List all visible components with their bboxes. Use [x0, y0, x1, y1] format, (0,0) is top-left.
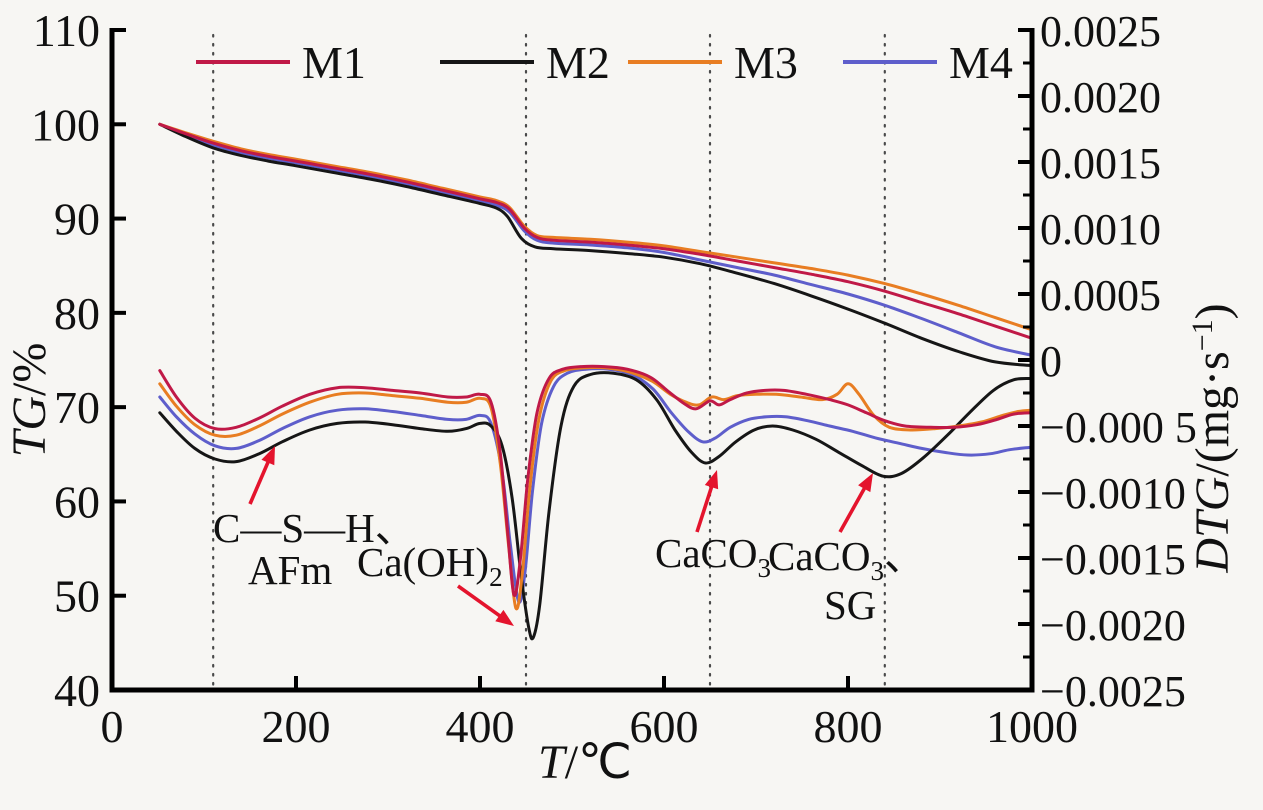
annotation-caoh2: Ca(OH)2	[357, 539, 503, 592]
arrow-caco3-sg-head	[858, 473, 873, 493]
x-tick-label-0: 0	[101, 701, 124, 752]
y-left-tick-label-70: 70	[54, 382, 100, 433]
arrow-caoh2-head	[495, 609, 514, 626]
y-right-tick-label-6: −0.000 5	[1040, 403, 1197, 452]
annotation-caco3-sg-line1: CaCO3、	[768, 533, 925, 586]
y-right-tick-label-9: −0.0020	[1040, 601, 1186, 650]
x-tick-label-600: 600	[630, 701, 699, 752]
tg-curve-m3	[158, 122, 1034, 332]
dtg-curve-m2	[158, 371, 1034, 641]
x-tick-label-200: 200	[262, 701, 331, 752]
legend-label-m1: M1	[302, 37, 366, 88]
y-left-axis-title: TG/%	[3, 343, 56, 458]
legend-label-m4: M4	[949, 37, 1013, 88]
arrow-caco3-head	[704, 470, 719, 490]
arrow-csh-afm-shaft	[248, 454, 273, 505]
y-right-axis-title: DTG/(mg·s−1)	[1186, 303, 1239, 573]
y-right-tick-label-1: 0.0020	[1040, 73, 1161, 122]
annotation-caco3: CaCO3	[655, 530, 771, 583]
x-tick-label-400: 400	[446, 701, 515, 752]
arrow-caoh2-shaft	[456, 584, 507, 622]
y-right-tick-label-10: −0.0025	[1040, 667, 1186, 716]
y-right-tick-label-4: 0.0005	[1040, 271, 1161, 320]
x-tick-label-1000: 1000	[986, 701, 1078, 752]
y-left-tick-label-110: 110	[33, 5, 100, 56]
y-left-tick-label-90: 90	[54, 194, 100, 245]
annotation-caco3-sg-line2: SG	[824, 582, 876, 628]
y-left-tick-label-50: 50	[54, 571, 100, 622]
y-left-tick-label-40: 40	[54, 665, 100, 716]
y-right-tick-label-0: 0.0025	[1040, 7, 1161, 56]
y-left-tick-label-60: 60	[54, 476, 100, 527]
dtg-curve-m4	[158, 367, 1034, 604]
legend-label-m2: M2	[546, 37, 610, 88]
y-right-tick-label-3: 0.0010	[1040, 205, 1161, 254]
y-left-tick-label-100: 100	[31, 99, 100, 150]
y-right-tick-label-8: −0.0015	[1040, 535, 1186, 584]
x-axis-title: T/℃	[538, 736, 632, 789]
tg-curve-m1	[158, 122, 1034, 340]
y-left-tick-label-80: 80	[54, 288, 100, 339]
tg-curve-m2	[158, 122, 1034, 368]
dtg-curve-m1	[158, 364, 1034, 597]
legend-label-m3: M3	[734, 37, 798, 88]
arrow-caco3-sg-shaft	[838, 480, 870, 533]
annotation-csh-afm-line2: AFm	[248, 547, 332, 593]
annotation-csh-afm-line1: C—S—H、	[213, 505, 416, 551]
arrow-caco3-shaft	[695, 478, 716, 533]
y-right-tick-label-7: −0.0010	[1040, 469, 1186, 518]
arrow-csh-afm-head	[261, 446, 275, 466]
y-right-tick-label-2: 0.0015	[1040, 139, 1161, 188]
tg-curve-m4	[158, 122, 1034, 357]
x-tick-label-800: 800	[814, 701, 883, 752]
y-right-tick-label-5: 0	[1040, 337, 1062, 386]
